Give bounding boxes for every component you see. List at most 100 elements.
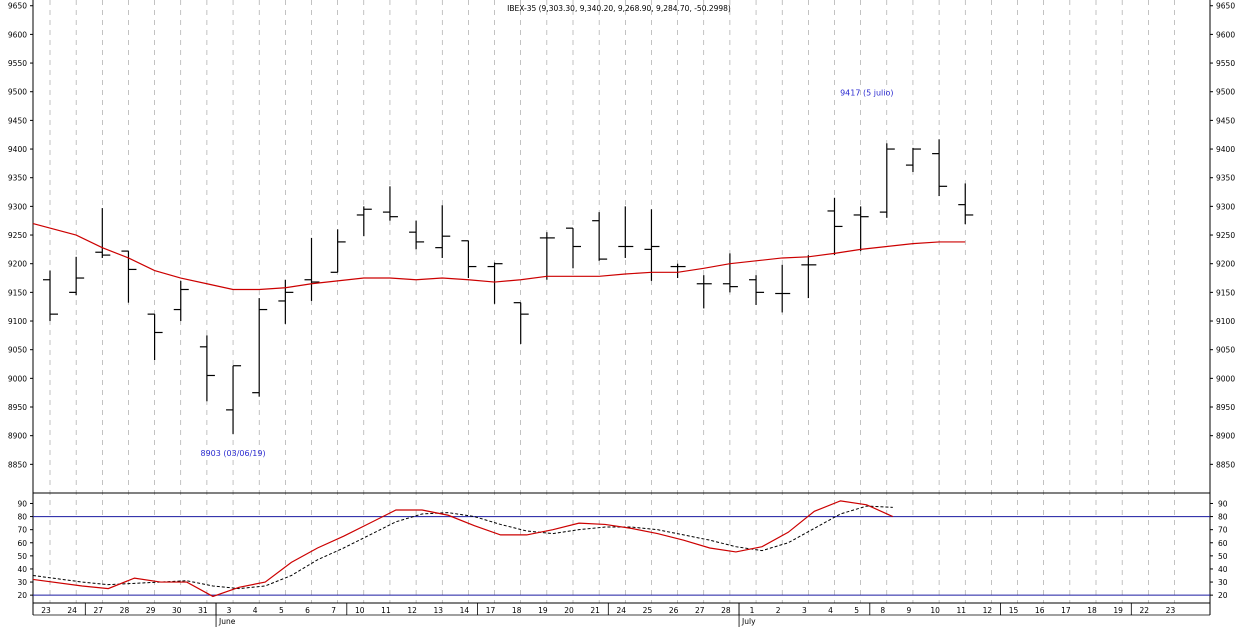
price-tick-label-right: 8900 <box>1216 432 1235 441</box>
x-tick-label: 19 <box>538 606 548 615</box>
price-tick-label-right: 9450 <box>1216 116 1235 125</box>
price-tick-label-right: 8950 <box>1216 403 1235 412</box>
x-tick-label: 29 <box>146 606 156 615</box>
x-tick-label: 31 <box>198 606 208 615</box>
x-tick-label: 27 <box>94 606 104 615</box>
ohlc-bar <box>566 227 581 269</box>
price-bars <box>43 139 974 434</box>
ohlc-bar <box>43 270 58 322</box>
osc-tick-label-left: 20 <box>17 591 27 600</box>
month-label: July <box>741 617 756 626</box>
price-tick-label-right: 9300 <box>1216 202 1235 211</box>
osc-tick-label-right: 90 <box>1218 499 1228 508</box>
price-tick-label-left: 8950 <box>8 403 27 412</box>
price-tick-label-right: 9000 <box>1216 374 1235 383</box>
ohlc-bar <box>644 209 660 281</box>
price-tick-label-left: 9100 <box>8 317 27 326</box>
x-axis: 23 24 27 28 29 30 31 3 4 5 6 7 10 11 12 13 14 17 18 19 20 21 2… <box>41 603 1175 627</box>
osc-tick-label-right: 80 <box>1218 513 1228 522</box>
ohlc-bar <box>435 205 451 258</box>
price-tick-label-right: 9500 <box>1216 88 1235 97</box>
osc-tick-label-left: 60 <box>17 539 27 548</box>
ohlc-bar <box>513 302 529 344</box>
x-tick-label: 26 <box>669 606 679 615</box>
x-tick-label: 5 <box>854 606 859 615</box>
ohlc-bar <box>147 313 163 361</box>
ohlc-bar <box>409 220 425 250</box>
x-tick-label: 3 <box>802 606 807 615</box>
price-tick-label-right: 9550 <box>1216 59 1235 68</box>
oscillator-k-line <box>32 500 894 598</box>
price-tick-label-left: 9350 <box>8 174 27 183</box>
ohlc-bar <box>618 206 634 258</box>
price-tick-label-left: 8850 <box>8 460 27 469</box>
osc-tick-label-right: 70 <box>1218 526 1228 535</box>
x-tick-label: 3 <box>227 606 232 615</box>
price-tick-label-right: 9200 <box>1216 260 1235 269</box>
ohlc-bar <box>95 208 111 258</box>
ohlc-bar <box>958 183 974 225</box>
osc-tick-label-right: 60 <box>1218 539 1228 548</box>
ohlc-bar <box>226 365 242 434</box>
x-tick-label: 30 <box>172 606 182 615</box>
x-tick-label: 21 <box>590 606 600 615</box>
price-tick-label-left: 9250 <box>8 231 27 240</box>
x-tick-label: 9 <box>907 606 912 615</box>
ohlc-bar <box>382 186 398 221</box>
x-tick-label: 16 <box>1035 606 1045 615</box>
osc-tick-label-right: 40 <box>1218 565 1228 574</box>
osc-tick-label-left: 50 <box>17 552 27 561</box>
ohlc-bar <box>539 232 555 280</box>
price-tick-label-right: 9250 <box>1216 231 1235 240</box>
osc-tick-label-left: 90 <box>17 499 27 508</box>
x-tick-label: 18 <box>1087 606 1097 615</box>
x-tick-label: 27 <box>695 606 705 615</box>
ohlc-bar <box>356 206 372 237</box>
price-tick-label-left: 9500 <box>8 88 27 97</box>
ohlc-bar <box>670 263 686 279</box>
x-tick-label: 11 <box>381 606 391 615</box>
ohlc-bar <box>932 139 948 197</box>
price-tick-label-left: 9600 <box>8 30 27 39</box>
x-tick-label: 15 <box>1009 606 1019 615</box>
ohlc-bar <box>853 206 869 252</box>
ohlc-bar <box>252 298 268 397</box>
price-tick-label-left: 9650 <box>8 2 27 11</box>
price-tick-label-left: 8900 <box>8 432 27 441</box>
price-tick-label-left: 9200 <box>8 260 27 269</box>
price-tick-label-right: 9150 <box>1216 288 1235 297</box>
x-tick-label: 7 <box>331 606 336 615</box>
x-tick-label: 5 <box>279 606 284 615</box>
x-tick-label: 10 <box>930 606 940 615</box>
x-tick-label: 4 <box>828 606 833 615</box>
osc-tick-label-right: 20 <box>1218 591 1228 600</box>
ohlc-bar <box>487 262 503 304</box>
ohlc-bar <box>827 197 843 256</box>
ohlc-bar <box>905 147 921 172</box>
price-tick-label-left: 9300 <box>8 202 27 211</box>
chart-title: IBEX-35 (9,303.30, 9,340.20, 9,268.90, 9… <box>507 4 731 13</box>
x-tick-label: 13 <box>433 606 443 615</box>
x-tick-label: 8 <box>880 606 885 615</box>
x-tick-label: 18 <box>512 606 522 615</box>
osc-tick-label-left: 70 <box>17 526 27 535</box>
x-tick-label: 1 <box>750 606 755 615</box>
x-tick-label: 19 <box>1113 606 1123 615</box>
price-tick-label-right: 9050 <box>1216 346 1235 355</box>
price-tick-label-left: 9050 <box>8 346 27 355</box>
ohlc-bar <box>278 279 294 324</box>
price-tick-label-left: 9000 <box>8 374 27 383</box>
x-tick-label: 17 <box>486 606 496 615</box>
ohlc-bar <box>461 240 477 279</box>
ohlc-bar <box>199 335 215 402</box>
osc-tick-label-right: 30 <box>1218 578 1228 587</box>
osc-tick-label-left: 40 <box>17 565 27 574</box>
grid-lines <box>49 0 1175 603</box>
ohlc-bar <box>801 255 817 299</box>
oscillator-axis-labels: 20 20 30 30 40 40 50 50 60 60 70 70 80 80 90 90 <box>17 499 1227 600</box>
ohlc-bar <box>749 275 765 305</box>
x-tick-label: 28 <box>120 606 130 615</box>
ohlc-bar <box>722 253 738 293</box>
price-tick-label-right: 9100 <box>1216 317 1235 326</box>
